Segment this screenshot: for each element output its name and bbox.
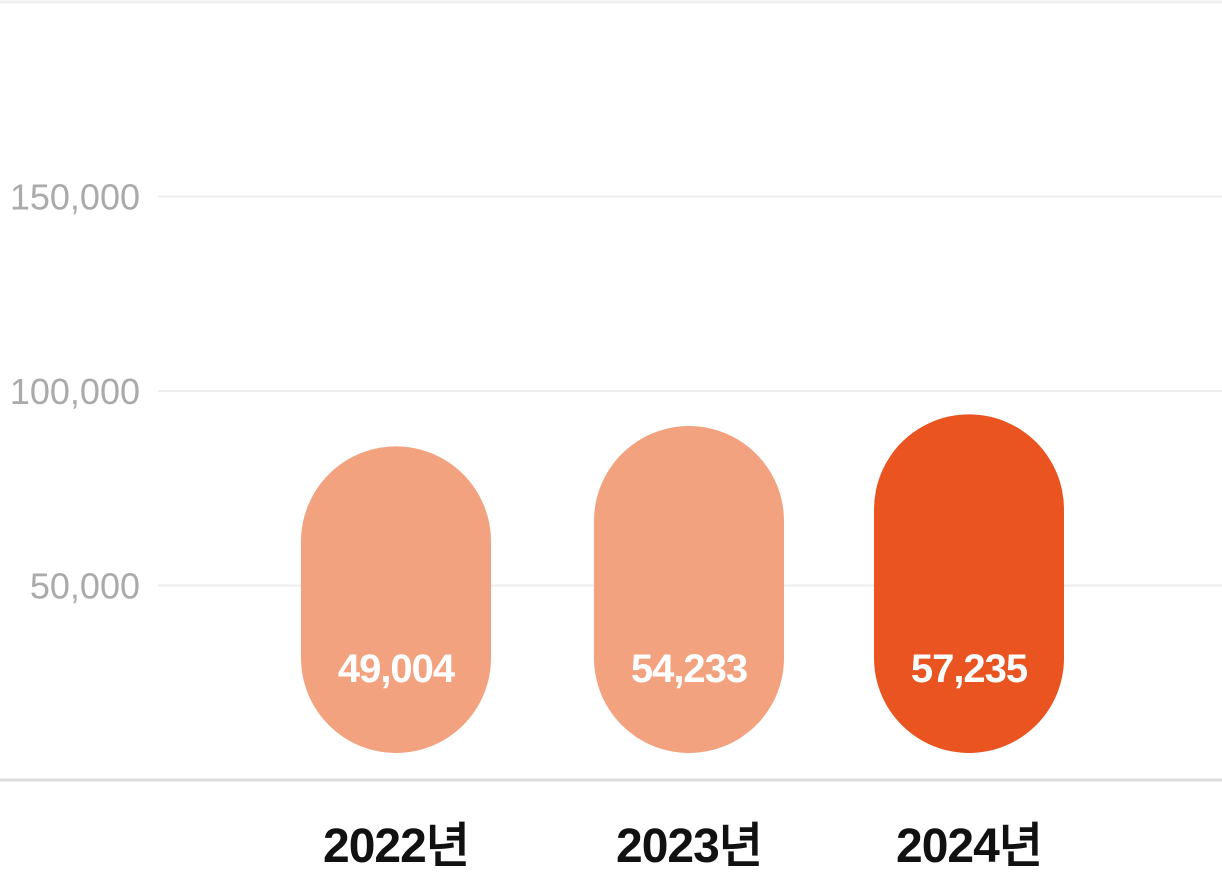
bar-value-label: 54,233 [631, 647, 747, 691]
y-tick-label: 150,000 [10, 177, 140, 218]
bar [301, 446, 491, 753]
bar [594, 426, 784, 753]
bars: 49,004 54,233 57,235 [301, 414, 1064, 753]
x-category-label: 2024년 [896, 820, 1042, 873]
y-axis-ticks: 50,000 100,000 150,000 [10, 177, 140, 607]
y-tick-label: 50,000 [30, 566, 140, 607]
x-axis-categories: 2022년 2023년 2024년 [323, 820, 1043, 873]
bar [874, 414, 1064, 753]
x-category-label: 2023년 [616, 820, 762, 873]
bar-value-label: 49,004 [338, 647, 456, 691]
y-tick-label: 100,000 [10, 371, 140, 412]
bar-value-label: 57,235 [911, 647, 1028, 691]
x-category-label: 2022년 [323, 820, 469, 873]
